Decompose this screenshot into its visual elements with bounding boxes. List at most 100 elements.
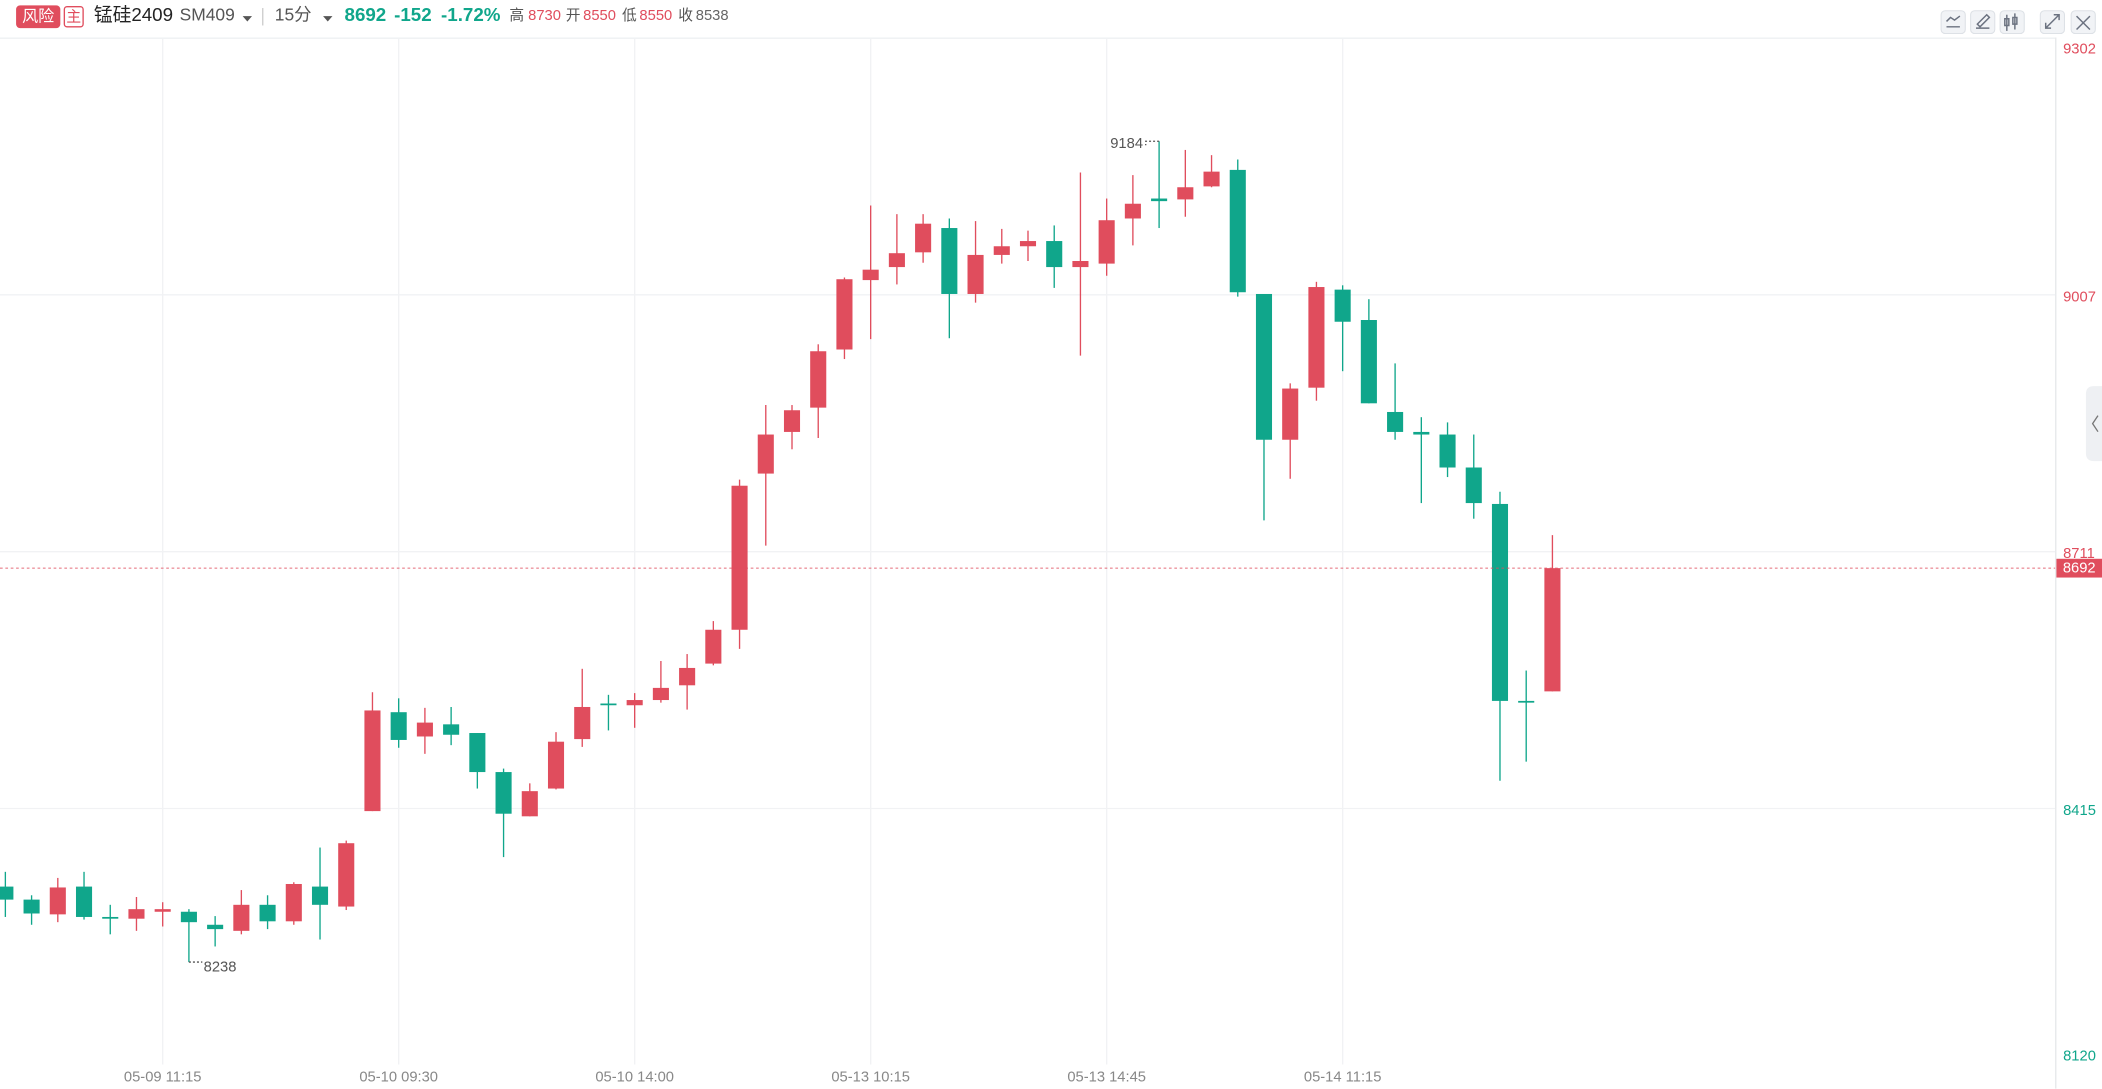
candle-body [1308,287,1325,388]
symbol-name[interactable]: 锰硅2409 [94,4,173,25]
candle-body [783,410,801,432]
x-tick-label: 05-09 11:15 [124,1070,202,1086]
candle-body [915,223,932,253]
candle-body [1124,203,1141,219]
candle-body [416,722,433,737]
candle-body [1019,241,1037,247]
collapse-arrow[interactable] [2091,415,2099,433]
candle-body [574,706,591,740]
main-badge[interactable] [63,6,84,28]
indicator-icon[interactable] [1945,15,1961,28]
candle-body [1046,241,1063,268]
candle-body [967,254,984,294]
x-tick-label: 05-14 11:15 [1304,1070,1382,1086]
candle-body [1491,503,1509,701]
open-value: 8550 [583,8,616,24]
symbol-dropdown[interactable] [242,16,253,22]
period[interactable]: 15分 [275,5,312,25]
candle-body [1439,434,1456,468]
y-tick-label: 9302 [2063,41,2096,57]
candle-body [547,741,565,789]
y-tick-label: 8415 [2063,803,2096,819]
overlay: 9184 8238 8692 [0,136,2102,975]
candle-body [1177,187,1194,200]
candle-body [679,667,696,686]
min-label: 8238 [204,959,237,975]
indicator-button[interactable] [1940,10,1966,35]
candle-body [1334,289,1351,322]
candle-body [154,909,171,912]
x-tick-label: 05-10 09:30 [359,1070,438,1086]
candle-body [311,886,329,905]
candle-body [0,886,14,900]
candle-body [521,791,538,817]
grid: 8120 8415 8711 9007 9302 05-09 11:15 05-10 09:… [0,38,2096,1086]
header: 风险 主 锰硅2409 SM409 15分 8692 -152 -1.72% 高… [16,4,729,29]
candle-body [862,269,879,281]
candle-body [338,843,355,907]
draw-button[interactable] [1970,10,1996,35]
candle-body [1465,467,1482,504]
candle-body [757,434,774,474]
main-text[interactable]: 主 [66,8,81,25]
candle-body [390,712,407,740]
fullscreen-icon[interactable] [2044,14,2060,29]
candle-body [23,899,40,914]
chart-type-icon[interactable] [2004,13,2018,31]
candles [0,141,1561,963]
candle-body [993,246,1010,255]
candle-body [207,924,224,930]
max-label: 9184 [1110,136,1143,152]
risk-badge[interactable] [16,5,61,29]
candle-body [1151,198,1168,202]
candle-body [836,279,853,350]
candle-body [469,733,486,773]
prev-close-value: 8538 [696,8,729,24]
candle-body [1098,220,1115,264]
candle-body [1229,169,1246,293]
high-label: 高 [509,7,524,24]
candle-body [495,772,512,814]
candle-body [128,909,145,919]
last-price: 8692 [345,4,387,25]
price-change: -152 [394,4,432,25]
candle-body [810,351,827,408]
candle-body [705,629,722,664]
candle-body [626,700,643,706]
period-dropdown[interactable] [323,16,333,22]
y-tick-label: 9007 [2063,289,2096,305]
x-tick-label: 05-13 14:45 [1067,1070,1146,1086]
high-value: 8730 [528,8,561,24]
collapse-tab[interactable] [2085,386,2102,462]
max-connector [1145,140,1160,146]
candle-body [1387,411,1404,432]
candle-body [731,485,748,630]
open-label: 开 [566,8,581,24]
candle-body [1544,568,1561,692]
candle-body [941,228,958,294]
y-tick-label: 8120 [2063,1048,2096,1064]
candle-body [364,710,381,812]
candle-body [1203,171,1220,187]
prev-close-label: 收 [678,7,693,24]
candle-body [49,887,66,915]
candle-body [1072,261,1089,268]
close-icon[interactable] [2076,15,2091,31]
candle-body [102,916,119,919]
candle-body [652,687,669,701]
risk-text[interactable]: 风险 [22,8,54,26]
last-price-label: 8692 [2063,561,2096,577]
price-change-pct: -1.72% [441,4,501,25]
draw-icon[interactable] [1975,13,1991,29]
candle-body [888,253,905,268]
side-tab[interactable] [2085,386,2102,462]
x-tick-label: 05-10 14:00 [595,1070,674,1086]
last-price-tag [2056,558,2102,578]
symbol-code[interactable]: SM409 [180,5,235,25]
candle-body [1360,320,1377,404]
candle-body [443,724,460,735]
candle-body [180,911,197,923]
candle-body [285,883,302,922]
